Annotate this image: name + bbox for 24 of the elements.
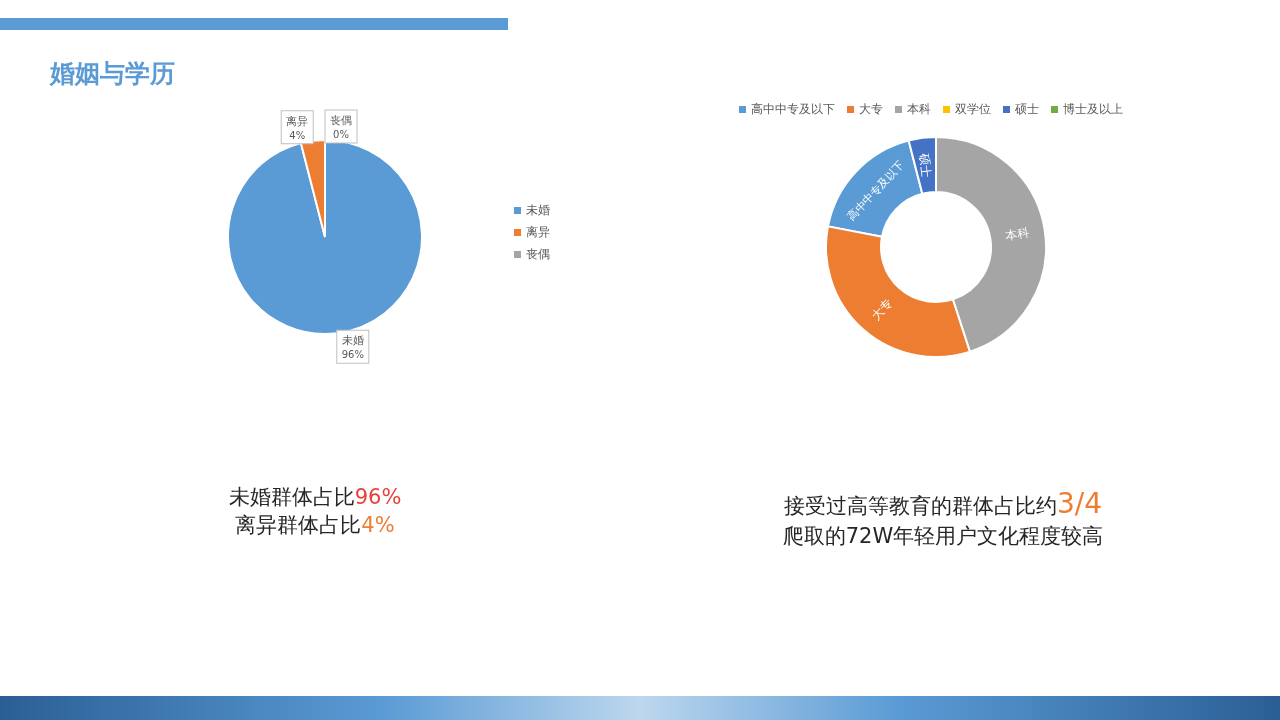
text: 离异群体占比4% xyxy=(235,513,395,537)
legend-label: 硕士 xyxy=(1015,102,1039,116)
legend-label: 高中中专及以下 xyxy=(751,102,835,116)
text: 爬取的72W年轻用户文化程度较高 xyxy=(782,524,1104,548)
text: 未婚群体占比96% xyxy=(228,485,402,509)
slice-label: 本科 xyxy=(1004,225,1031,244)
legend-label: 本科 xyxy=(907,102,931,116)
text: 0% xyxy=(333,129,349,140)
legend-label: 双学位 xyxy=(955,102,991,116)
slice-label: 大专 xyxy=(868,295,895,323)
data-label: 4% xyxy=(289,129,306,141)
slice-label: 离异 xyxy=(286,114,309,128)
legend-label: 未婚 xyxy=(526,203,550,217)
slice-label: 硕士 xyxy=(916,151,934,178)
chart-title: 婚姻与学历 xyxy=(50,58,175,90)
category-label: 丧偶 xyxy=(330,114,352,127)
legend-label: 丧偶 xyxy=(526,247,550,261)
text: 接受过高等教育的群体占比约3/4 xyxy=(783,487,1103,520)
legend-label: 离异 xyxy=(526,225,550,239)
legend-label: 大专 xyxy=(859,102,883,116)
slice-label: 高中中专及以下 xyxy=(845,158,908,224)
slice-label: 未婚 xyxy=(341,334,364,348)
data-label: 96% xyxy=(341,349,364,361)
legend-label: 博士及以上 xyxy=(1063,102,1123,116)
